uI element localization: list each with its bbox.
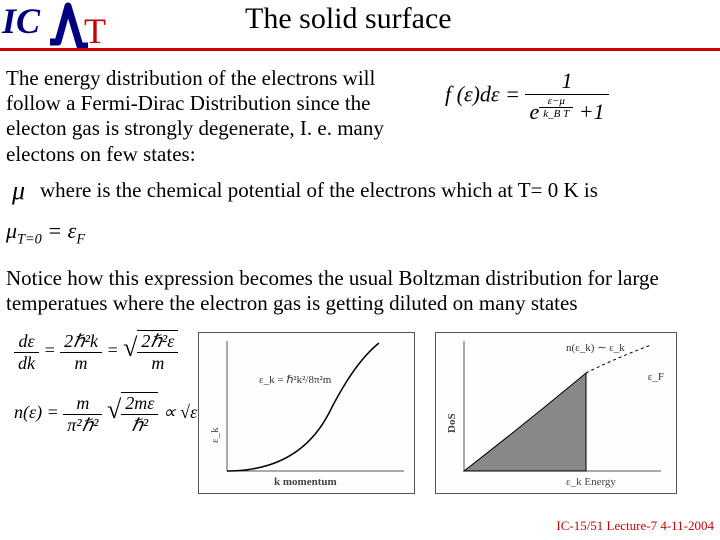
paragraph-1: The energy distribution of the electrons…: [6, 66, 406, 167]
eq2-eq: = ε: [42, 218, 77, 243]
dos-chart: n(ε_k) ∼ ε_k ε_F DoS ε_k Energy: [435, 332, 677, 494]
header: IC T The solid surface: [0, 0, 720, 52]
fig1-eq-label: ε_k = ℏ²k²/8π²m: [259, 373, 331, 386]
dispersion-curve: [227, 343, 379, 471]
page-title: The solid surface: [245, 2, 452, 36]
fig1-y-label: ε_k: [209, 427, 221, 443]
mu-symbol: μ: [12, 176, 25, 206]
eq-n-epsilon: n(ε) = m π²ℏ² √2mε ℏ² ∝ √ε: [14, 392, 197, 436]
logo-t-text: T: [84, 10, 106, 52]
eq2-sub-f: F: [76, 231, 85, 247]
footer-text: IC-15/51 Lecture-7 4-11-2004: [556, 518, 714, 534]
eq1-plus-one: +1: [579, 99, 605, 124]
header-divider: [0, 48, 720, 51]
dispersion-chart: ε_k = ℏ²k²/8π²m ε_k k momentum: [198, 332, 415, 494]
fig2-top-label: n(ε_k) ∼ ε_k: [566, 341, 625, 354]
fig2-ef-label: ε_F: [648, 371, 664, 383]
eq-de-dk: dεdk = 2ℏ²k m = √2ℏ²ε m: [14, 330, 197, 374]
eq1-exponent: ε−μk_B T: [539, 99, 573, 115]
eq1-fraction: 1 eε−μk_B T +1: [525, 68, 608, 125]
eq1-denominator: eε−μk_B T +1: [525, 95, 608, 125]
paragraph-3: Notice how this expression becomes the u…: [6, 266, 716, 316]
eq1-lhs: f (ε)dε =: [445, 82, 520, 107]
eq1-e: e: [529, 99, 539, 124]
eq1-numerator: 1: [525, 68, 608, 95]
fig2-x-label: ε_k Energy: [566, 476, 616, 488]
eq2-sub-t0: T=0: [17, 231, 42, 247]
paragraph-2: where is the chemical potential of the e…: [40, 178, 710, 203]
logo-ic-text: IC: [2, 0, 40, 42]
mu-t0-equation: μT=0 = εF: [6, 218, 85, 248]
dos-filled-area: [464, 373, 586, 471]
fermi-dirac-equation: f (ε)dε = 1 eε−μk_B T +1: [445, 68, 609, 125]
derivation-equations: dεdk = 2ℏ²k m = √2ℏ²ε m n(ε) = m π²ℏ² √2…: [14, 330, 197, 436]
eq2-mu: μ: [6, 218, 17, 243]
dispersion-curve-svg: [199, 333, 414, 493]
fig1-x-label: k momentum: [274, 476, 337, 488]
fig2-y-label: DoS: [446, 413, 458, 433]
dos-curve-svg: [436, 333, 676, 493]
